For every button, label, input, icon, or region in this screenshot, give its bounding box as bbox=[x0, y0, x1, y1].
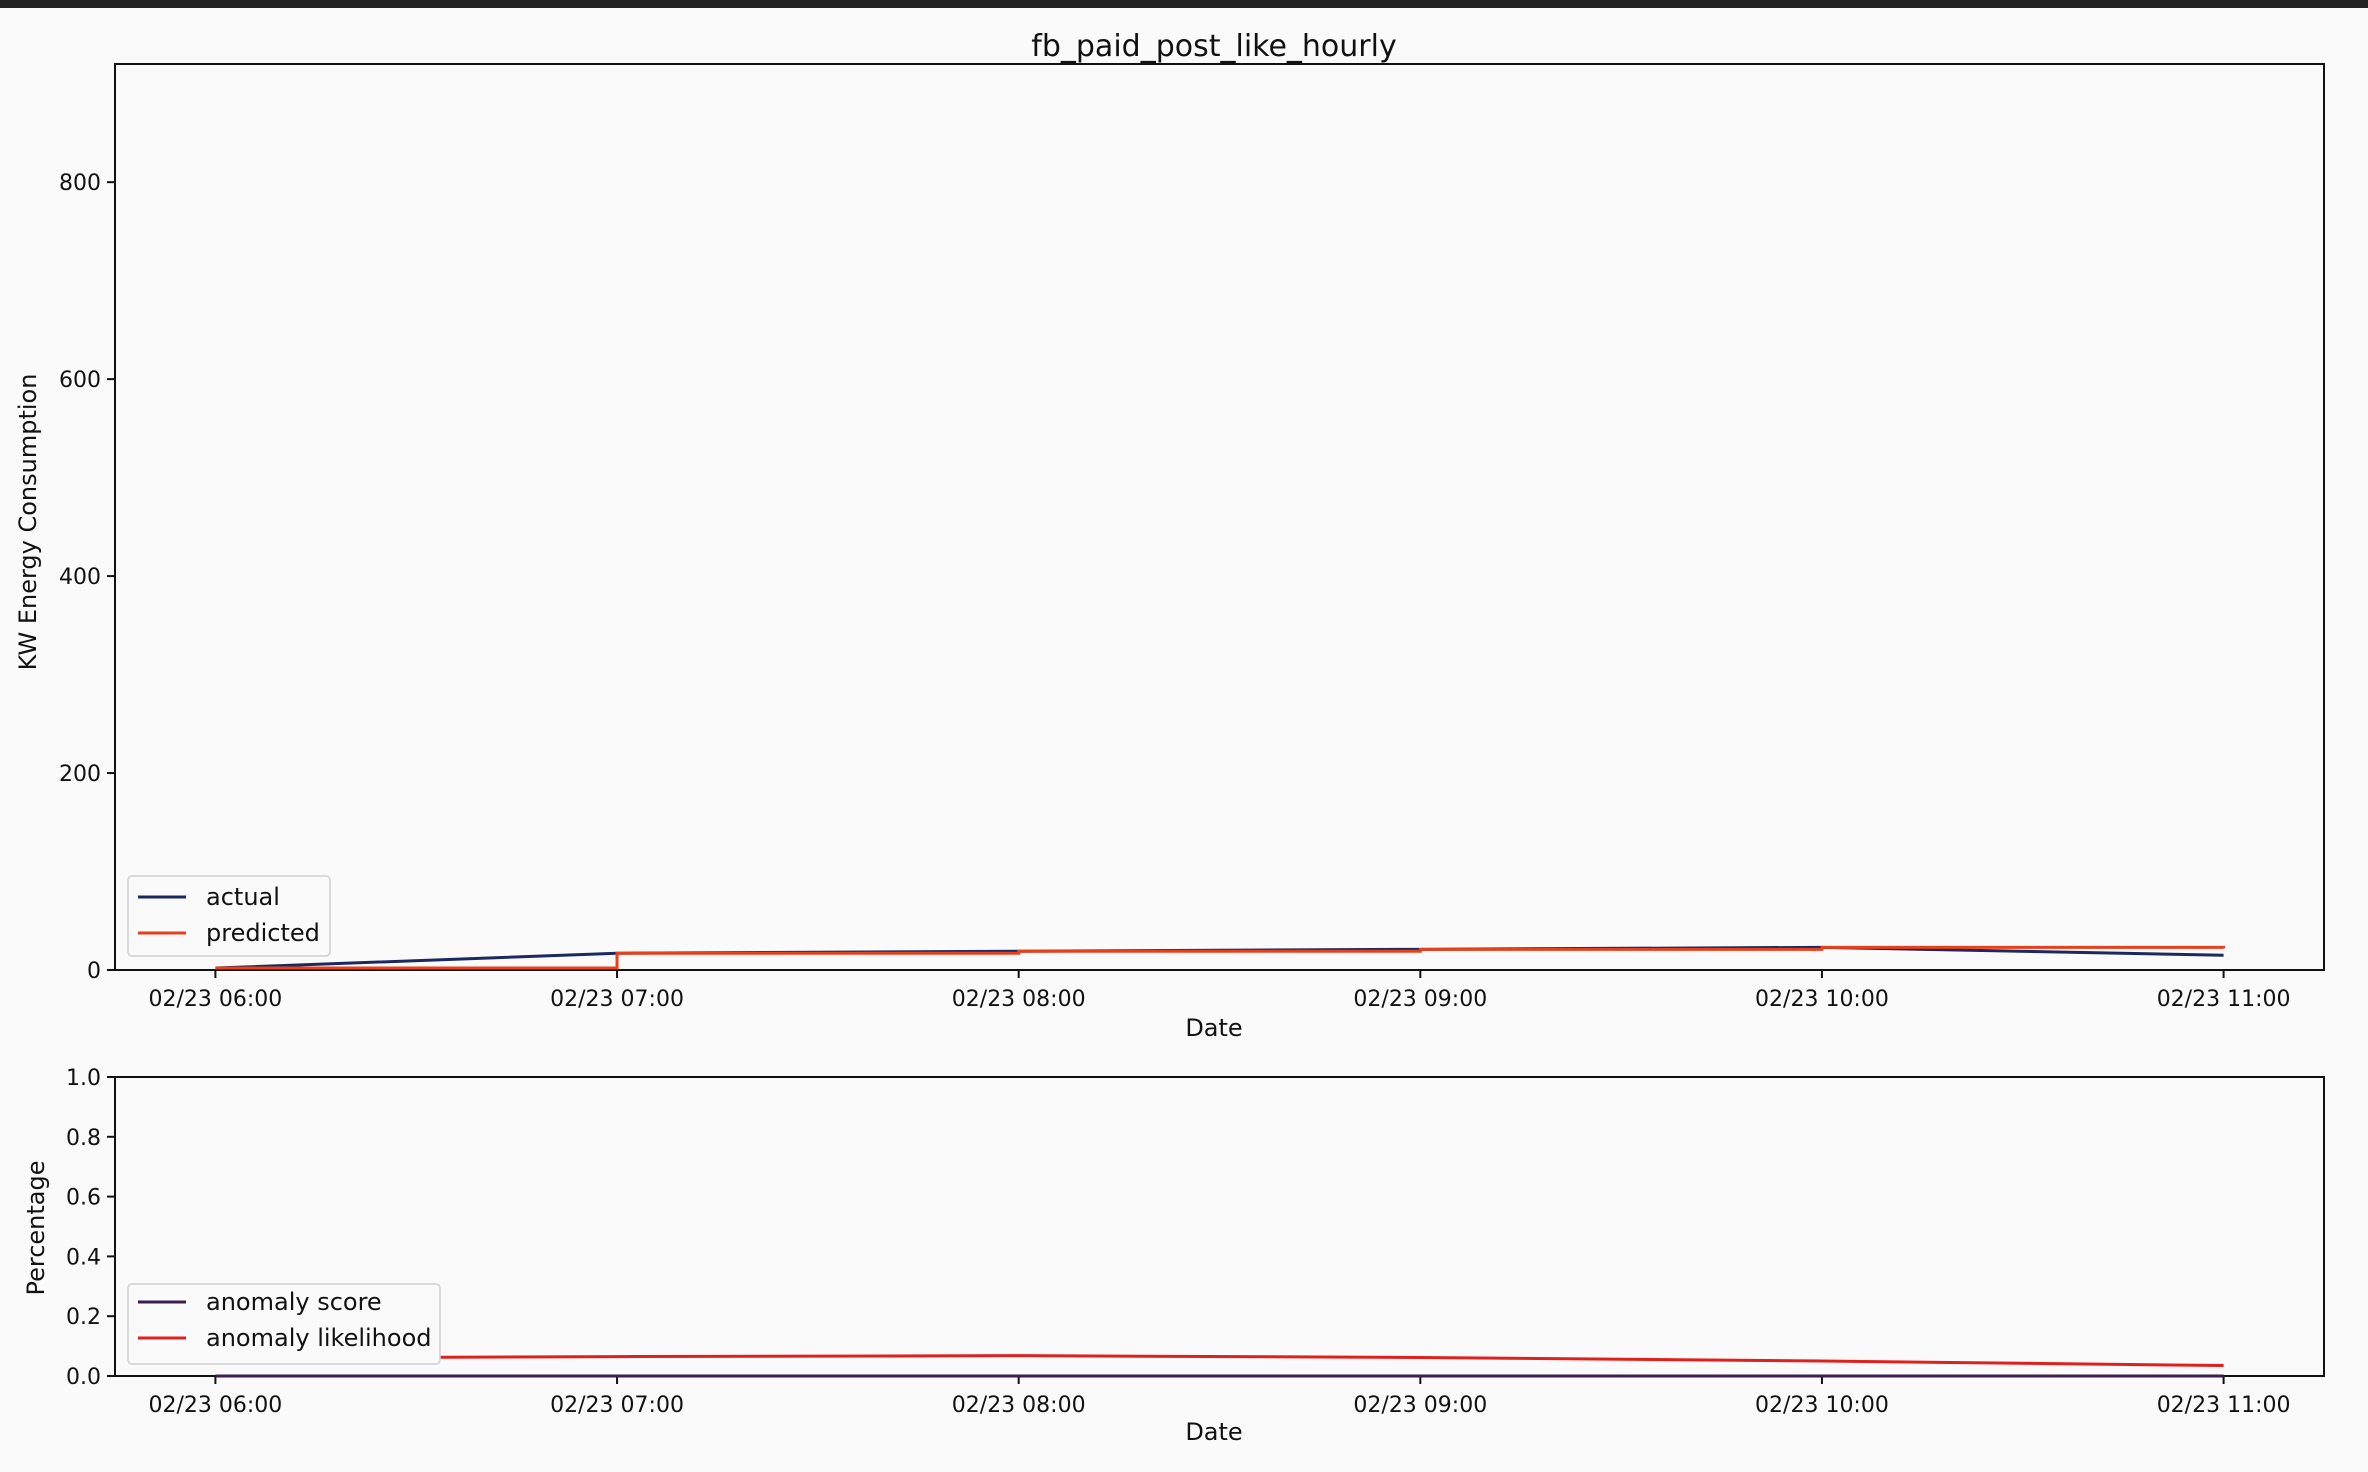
x-tick-label: 02/23 10:00 bbox=[1755, 1393, 1889, 1418]
y-tick-label: 200 bbox=[59, 762, 101, 787]
bottom-ylabel: Percentage bbox=[22, 1160, 50, 1295]
x-tick-label: 02/23 08:00 bbox=[952, 987, 1086, 1012]
plot-frame-1 bbox=[114, 63, 2325, 971]
top-ylabel: KW Energy Consumption bbox=[14, 374, 42, 671]
chart-title: fb_paid_post_like_hourly bbox=[1031, 29, 1396, 64]
bottom-legend: anomaly score anomaly likelihood bbox=[127, 1283, 441, 1365]
series-line-anomaly-likelihood bbox=[215, 1354, 2224, 1368]
x-tick-label: 02/23 11:00 bbox=[2157, 987, 2291, 1012]
plot-frame-2 bbox=[114, 1076, 2325, 1377]
series-line-predicted bbox=[215, 945, 2226, 970]
x-tick-label: 02/23 06:00 bbox=[149, 987, 283, 1012]
top-xlabel: Date bbox=[1185, 1014, 1242, 1042]
x-tick-label: 02/23 11:00 bbox=[2157, 1393, 2291, 1418]
y-tick-label: 400 bbox=[59, 565, 101, 590]
y-tick-label: 800 bbox=[59, 171, 101, 196]
x-tick-label: 02/23 10:00 bbox=[1755, 987, 1889, 1012]
legend-predicted-label: predicted bbox=[206, 919, 320, 947]
y-tick-label: 0.0 bbox=[66, 1365, 101, 1390]
x-tick-label: 02/23 06:00 bbox=[149, 1393, 283, 1418]
y-tick-label: 0 bbox=[87, 959, 101, 984]
bottom-legend-box bbox=[127, 1283, 441, 1365]
legend-anomaly-likelihood-label: anomaly likelihood bbox=[206, 1324, 431, 1352]
y-tick-label: 0.6 bbox=[66, 1186, 101, 1211]
x-tick-label: 02/23 09:00 bbox=[1353, 1393, 1487, 1418]
image-border bbox=[0, 0, 2368, 8]
bottom-xlabel: Date bbox=[1185, 1418, 1242, 1446]
y-tick-label: 0.2 bbox=[66, 1305, 101, 1330]
y-tick-label: 600 bbox=[59, 368, 101, 393]
x-tick-label: 02/23 09:00 bbox=[1353, 987, 1487, 1012]
legend-actual-label: actual bbox=[206, 883, 280, 911]
y-tick-label: 0.8 bbox=[66, 1126, 101, 1151]
legend-anomaly-score-label: anomaly score bbox=[206, 1288, 382, 1316]
x-tick-label: 02/23 07:00 bbox=[550, 987, 684, 1012]
y-tick-label: 1.0 bbox=[66, 1066, 101, 1091]
y-tick-label: 0.4 bbox=[66, 1245, 101, 1270]
x-tick-label: 02/23 07:00 bbox=[550, 1393, 684, 1418]
top-legend: actual predicted bbox=[127, 875, 331, 957]
x-tick-label: 02/23 08:00 bbox=[952, 1393, 1086, 1418]
